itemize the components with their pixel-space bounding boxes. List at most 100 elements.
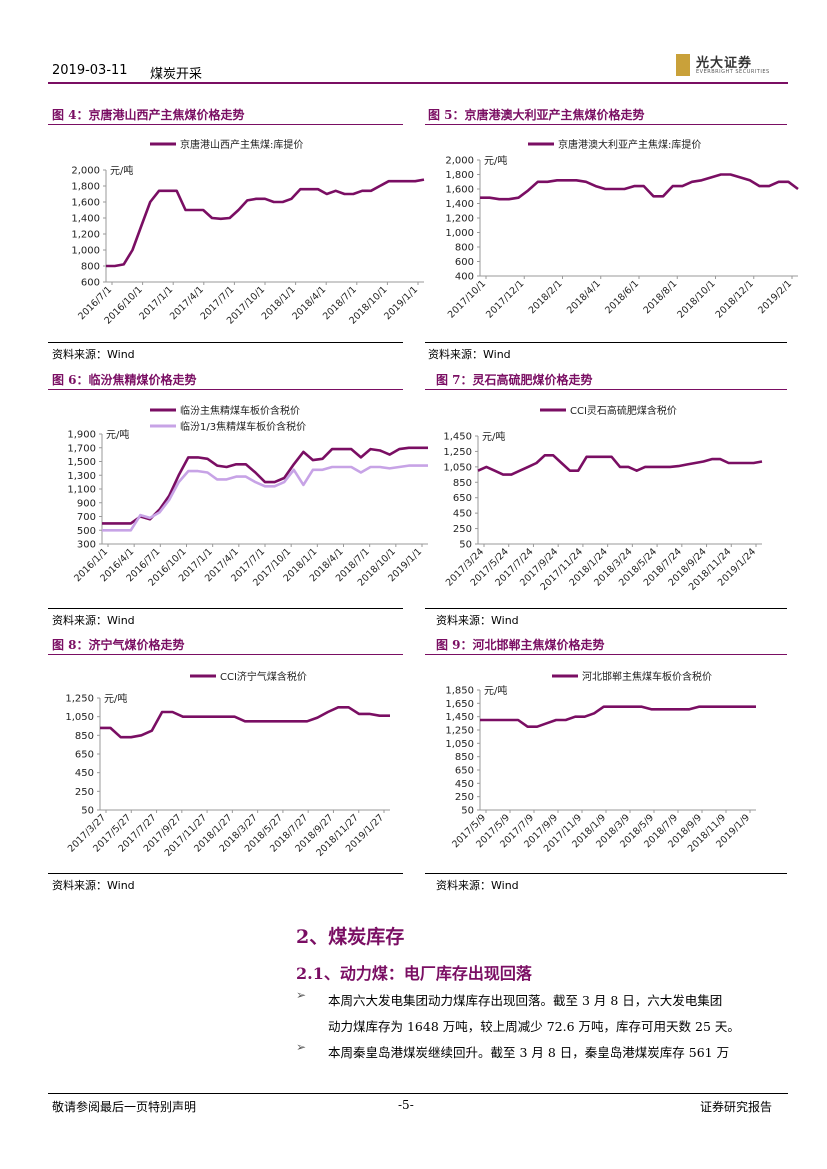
x-tick-label: 2018/12/1 [714,278,756,320]
report-date: 2019-03-11 [52,63,128,78]
y-tick-label: 50 [81,806,94,817]
legend-label: 临汾主焦精煤车板价含税价 [180,404,300,417]
y-tick-label: 1,100 [67,485,96,496]
chart-fig7: CCI灵石高硫肥煤含税价 元/吨 1,450 1,250 1,050 850 650 450 2… [434,396,774,606]
y-tick-label: 800 [455,243,474,254]
y-tick-label: 1,250 [65,694,94,705]
chart-fig4: 京唐港山西产主焦煤:库提价 元/吨 2,000 1,800 1,600 1,400 1,20… [50,130,425,340]
y-tick-label: 1,200 [445,214,474,225]
page-number: -5- [398,1098,414,1112]
x-tick-label: 2019/2/1 [756,278,794,316]
unit-label: 元/吨 [106,428,129,441]
y-tick-label: 850 [455,752,474,763]
series-line [106,178,425,268]
x-tick-label: 2018/2/1 [527,278,565,316]
figure-5-title: 图 5：京唐港澳大利亚产主焦煤价格走势 [428,108,645,122]
series-line [102,464,428,532]
fig9-top-rule [425,654,787,655]
legend-label: 临汾1/3焦精煤车板价含税价 [180,420,306,433]
series-line [477,453,763,476]
y-tick-label: 1,300 [67,471,96,482]
y-tick-label: 650 [453,493,472,504]
y-tick-label: 900 [77,498,96,509]
bullet-2-line-1: 本周秦皇岛港煤炭继续回升。截至 3 月 8 日，秦皇岛港煤炭库存 561 万 [328,1045,730,1060]
y-tick-label: 650 [455,766,474,777]
fig6-top-rule [48,389,403,390]
y-tick-label: 700 [77,512,96,523]
y-tick-label: 1,450 [443,432,472,443]
arrow-bullet-icon: ➢ [296,988,307,1002]
unit-label: 元/吨 [484,684,507,697]
y-tick-label: 250 [455,792,474,803]
fig5-bottom-rule [425,342,787,343]
x-tick-label: 2018/10/1 [675,278,717,320]
y-tick-label: 1,700 [67,443,96,454]
fig8-source: 资料来源：Wind [52,879,135,892]
y-tick-label: 1,000 [71,246,100,257]
y-tick-label: 250 [75,787,94,798]
bullet-1-line-1: 本周六大发电集团动力煤库存出现回落。截至 3 月 8 日，六大发电集团 [328,993,723,1008]
y-tick-label: 1,500 [67,457,96,468]
y-tick-label: 450 [75,768,94,779]
y-tick-label: 1,250 [443,447,472,458]
y-tick-label: 850 [75,731,94,742]
y-tick-label: 1,800 [71,182,100,193]
series-line [100,705,390,739]
bullet-list: ➢ 本周六大发电集团动力煤库存出现回落。截至 3 月 8 日，六大发电集团 动力… [296,988,781,1066]
fig9-bottom-rule [425,873,787,874]
y-tick-label: 650 [75,750,94,761]
y-tick-label: 450 [455,779,474,790]
header-divider [48,82,788,84]
y-tick-label: 1,050 [65,712,94,723]
fig6-source: 资料来源：Wind [52,614,135,627]
y-tick-label: 1,850 [445,686,474,697]
chart-fig5: 京唐港澳大利亚产主焦煤:库提价 元/吨 2,000 1,800 1,600 1,400 1,… [428,130,799,340]
x-tick-label: 2018/8/1 [641,278,679,316]
arrow-bullet-icon: ➢ [296,1040,307,1054]
y-tick-label: 1,600 [445,185,474,196]
list-item: ➢ 本周秦皇岛港煤炭继续回升。截至 3 月 8 日，秦皇岛港煤炭库存 561 万 [296,1040,781,1066]
chart-fig9: 河北邯郸主焦煤车板价含税价 元/吨 1,850 1,650 1,450 1,250 1,05… [434,662,774,872]
y-tick-label: 1,200 [71,230,100,241]
y-tick-label: 1,900 [67,430,96,441]
everbright-logo: 光大证券 EVERBRIGHT SECURITIES [676,52,786,78]
subsection-heading: 2.1、动力煤：电厂库存出现回落 [296,964,532,983]
y-tick-label: 450 [453,509,472,520]
fig5-top-rule [425,124,787,125]
section-heading: 2、煤炭库存 [296,926,405,948]
y-tick-label: 600 [455,257,474,268]
fig6-bottom-rule [48,608,403,609]
figure-9-title: 图 9：河北邯郸主焦煤价格走势 [436,638,605,652]
logo-en: EVERBRIGHT SECURITIES [696,69,770,75]
footer-divider [48,1093,788,1094]
y-tick-label: 600 [81,278,100,289]
bullet-1-line-2: 动力煤库存为 1648 万吨，较上周减少 72.6 万吨，库存可用天数 25 天… [328,1019,740,1034]
y-tick-label: 1,400 [71,214,100,225]
series-line [480,705,756,728]
unit-label: 元/吨 [484,154,507,167]
unit-label: 元/吨 [110,164,133,177]
legend-label: 京唐港澳大利亚产主焦煤:库提价 [558,138,701,151]
figure-8-title: 图 8：济宁气煤价格走势 [52,638,185,652]
y-tick-label: 1,400 [445,199,474,210]
figure-7-title: 图 7：灵石高硫肥煤价格走势 [436,373,593,387]
report-section: 煤炭开采 [150,67,203,82]
y-tick-label: 1,650 [445,699,474,710]
x-tick-label: 2018/6/1 [603,278,641,316]
list-item: ➢ 本周六大发电集团动力煤库存出现回落。截至 3 月 8 日，六大发电集团 动力… [296,988,781,1040]
chart-fig6: 临汾主焦精煤车板价含税价 临汾1/3焦精煤车板价含税价元/吨 1,900 1,700 1… [50,396,428,606]
y-tick-label: 500 [77,526,96,537]
chart-svg: CCI济宁气煤含税价元/吨1,2501,05085065045025050201… [65,670,390,859]
fig7-bottom-rule [425,608,787,609]
logo-cn: 光大证券 [696,56,753,71]
figure-4-title: 图 4：京唐港山西产主焦煤价格走势 [52,108,245,122]
x-tick-label: 2018/4/1 [565,278,603,316]
logo-mark-icon [676,54,690,76]
unit-label: 元/吨 [104,692,127,705]
y-tick-label: 300 [77,540,96,551]
y-tick-label: 50 [459,540,472,551]
y-tick-label: 1,000 [445,228,474,239]
